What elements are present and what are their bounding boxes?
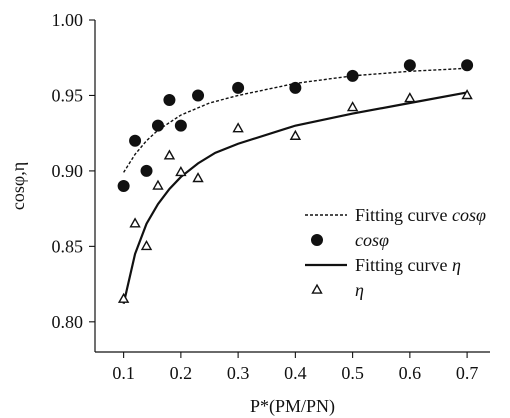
series-3-point [192,172,204,183]
series-1-point [163,93,176,106]
x-tick-label: 0.1 [112,363,135,383]
legend-label-prefix: Fitting curve [355,255,452,275]
y-axis-title: cosφ,η [8,162,28,210]
legend-marker-1 [311,234,323,246]
legend-label-symbol: η [452,255,461,275]
series-1-point [140,164,153,177]
legend-label-symbol: cosφ [355,230,389,250]
legend-label-3: η [355,280,364,300]
x-tick-label: 0.6 [399,363,422,383]
series-3-point [117,292,130,303]
y-tick-label: 0.90 [52,161,84,181]
series-3-point [129,217,141,228]
x-tick-label: 0.5 [341,363,364,383]
legend-label-0: Fitting curve cosφ [355,205,486,225]
series-1-point [461,59,474,72]
series-1-point [151,119,164,132]
series-1-point [346,69,359,82]
series-line-2 [122,91,468,304]
series-3-point [175,166,187,177]
series-3-point [152,179,164,190]
x-tick-label: 0.7 [456,363,479,383]
legend-label-symbol: cosφ [452,205,486,225]
series-3-point [140,239,153,251]
series-3-point [346,101,359,112]
x-tick-label: 0.4 [284,363,307,383]
legend-label-symbol: η [355,280,364,300]
series-3-point [461,89,473,100]
series-1-point [192,89,205,102]
y-tick-label: 1.00 [52,10,84,30]
series-3-point [404,92,416,103]
series-3-point [232,122,244,133]
x-tick-label: 0.3 [227,363,250,383]
y-tick-label: 0.95 [52,85,84,105]
legend-label-prefix: Fitting curve [355,205,452,225]
series-3-point [163,149,176,160]
series-3-point [289,129,302,140]
series-line-0 [123,67,468,173]
series-1-point [174,119,187,132]
series-1-point [403,59,416,72]
legend-label-2: Fitting curve η [355,255,461,275]
y-tick-label: 0.80 [52,312,84,332]
y-tick-label: 0.85 [52,236,84,256]
series-1-point [129,134,142,147]
series-1-point [117,180,130,192]
legend-marker-3 [311,283,323,294]
x-tick-label: 0.2 [170,363,193,383]
legend-label-1: cosφ [355,230,389,250]
series-1-point [289,81,302,94]
series-1-point [232,81,245,94]
x-axis-title: P*(PM/PN) [250,396,335,417]
